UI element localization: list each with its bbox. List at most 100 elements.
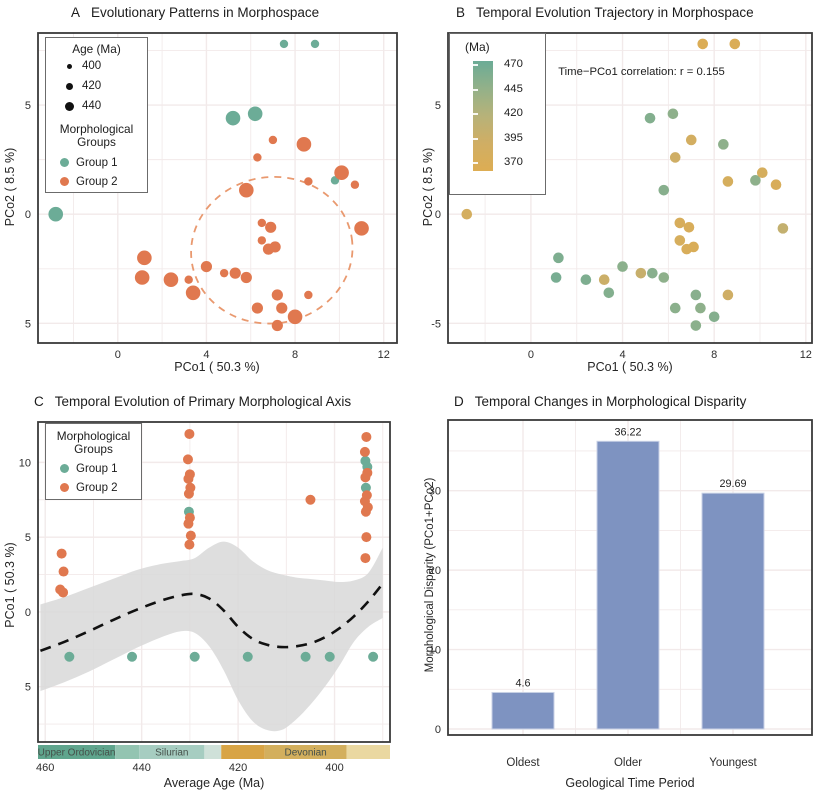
panel-b-ylabel: PCo2 ( 8.5 %) [421,147,435,227]
tick-labels: 0 10 20 30 Oldest Older Youngest [429,486,758,769]
svg-text:Youngest: Youngest [709,757,757,769]
colorbar-tick-label: 470 [504,58,523,70]
panel-d-ylabel: Morphological Disparity (PCo1+PCo2) [424,477,436,673]
loess-trend-line [39,582,384,653]
group-legend-title: Morphological Groups [59,122,134,149]
svg-text:36.22: 36.22 [614,426,641,438]
panel-a-title-row: A Evolutionary Patterns in Morphospace [71,5,319,20]
panel-b-legend: (Ma) 470 445 420 395 370 [449,33,546,195]
svg-text:Silurian: Silurian [155,748,188,759]
size-legend-title: Age (Ma) [72,42,121,56]
panel-d-plot: 4.6 36.22 29.69 0 10 20 30 Oldest Older Youngest [429,419,813,769]
panel-d-title: Temporal Changes in Morphological Dispar… [474,394,747,409]
size-label-440: 440 [82,100,102,112]
size-dot-large [64,101,74,111]
colorbar-tick-mark [473,64,478,66]
svg-text:4.6: 4.6 [515,677,530,689]
panel-c-plot: Upper Ordovician Silurian Devonian 460 440 42… [19,421,391,774]
panel-c-title: Temporal Evolution of Primary Morphologi… [54,394,352,409]
panel-c-group1-label: Group 1 [76,462,118,475]
panel-b-title-row: B Temporal Evolution Trajectory in Morpho… [456,5,754,20]
bars: 4.6 36.22 29.69 [491,426,765,730]
svg-text:4: 4 [619,349,625,361]
panel-c-title-row: C Temporal Evolution of Primary Morpholog… [34,394,351,409]
svg-text:0: 0 [528,349,534,361]
svg-text:400: 400 [325,762,343,774]
panel-c-group2-label: Group 2 [76,481,118,494]
colorbar-tick-label: 395 [504,131,523,144]
colorbar-tick-mark [473,88,478,91]
svg-text:20: 20 [429,565,441,577]
panel-c-group2-row: Group 2 [46,478,141,497]
svg-text:Upper Ordovician: Upper Ordovician [38,748,116,759]
colorbar-tick-mark [473,137,478,140]
panel-d-content: 4.6 36.22 29.69 0 10 20 30 Oldest Older Youngest [429,419,813,769]
svg-text:5: 5 [25,682,31,694]
size-dot-medium [65,82,73,90]
age-colorbar [473,61,493,171]
svg-text:440: 440 [132,762,150,774]
panel-d-letter: D [454,394,464,409]
group1-dot [60,158,69,167]
colorbar-tick-label: 420 [504,107,523,119]
svg-text:4: 4 [203,349,209,361]
panel-a-xlabel: PCo1 ( 50.3 %) [174,360,260,374]
size-legend-row-400: 400 [46,56,147,76]
svg-text:12: 12 [800,349,812,361]
svg-text:8: 8 [711,349,717,361]
svg-text:420: 420 [229,762,247,774]
size-legend-row-440: 440 [46,96,147,116]
svg-text:0: 0 [435,724,441,736]
svg-text:5: 5 [25,318,31,330]
svg-text:0: 0 [25,607,31,619]
size-label-420: 420 [82,80,102,92]
svg-text:5: 5 [25,100,31,112]
group2-confidence-ellipse [190,175,354,325]
panel-d-xlabel: Geological Time Period [565,776,695,790]
scatter-points-age-colored [461,38,789,331]
svg-text:10: 10 [19,457,31,469]
panel-a-ylabel: PCo2 ( 8.5 %) [3,147,17,227]
correlation-annotation: Time−PCo1 correlation: r = 0.155 [558,66,725,78]
panel-a-legend: Age (Ma) 400 420 440 Morphological Group… [45,37,148,193]
panel-a-letter: A [71,5,81,20]
panel-b-title: Temporal Evolution Trajectory in Morphos… [476,5,754,20]
panel-c-legend: Morphological Groups Group 1 Group 2 [45,423,142,500]
panel-c-points-group2 [55,428,373,598]
panel-c-content: Upper Ordovician Silurian Devonian 460 440 42… [19,421,391,774]
svg-text:Older: Older [614,757,642,769]
svg-text:10: 10 [429,645,441,657]
panel-c-letter: C [34,394,44,409]
svg-text:5: 5 [435,100,441,112]
svg-text:460: 460 [36,762,54,774]
panel-c-group-legend-title: Morphological Groups [56,429,131,456]
svg-text:30: 30 [429,486,441,498]
svg-text:-5: -5 [431,318,441,330]
panel-a-title: Evolutionary Patterns in Morphospace [91,5,320,20]
svg-text:0: 0 [435,209,441,221]
panel-d-title-row: D Temporal Changes in Morphological Dispa… [454,394,746,409]
panel-c-group1-dot [60,464,69,473]
panel-c-group2-dot [60,483,69,492]
svg-text:Oldest: Oldest [506,757,540,769]
scatter-points-group-colored [48,39,369,332]
colorbar-tick-label: 445 [504,82,523,95]
panel-b-letter: B [456,5,466,20]
colorbar-title: (Ma) [465,40,490,54]
size-legend-row-420: 420 [46,76,147,96]
geologic-period-strip: Upper Ordovician Silurian Devonian [38,745,390,759]
size-dot-small [66,63,72,69]
size-label-400: 400 [82,60,102,72]
group1-label: Group 1 [76,156,118,169]
svg-text:Devonian: Devonian [284,748,326,759]
svg-text:5: 5 [25,532,31,544]
colorbar-tick-label: 370 [504,156,523,168]
loess-confidence-band [40,541,383,732]
group-legend-row-2: Group 2 [46,172,147,191]
group-legend-row-1: Group 1 [46,153,147,172]
colorbar-tick-mark [473,113,478,115]
tick-labels: 460 440 420 400 10 5 0 5 [19,457,344,774]
panel-c-ylabel: PCo1 ( 50.3 %) [3,542,17,628]
group2-dot [60,177,69,186]
